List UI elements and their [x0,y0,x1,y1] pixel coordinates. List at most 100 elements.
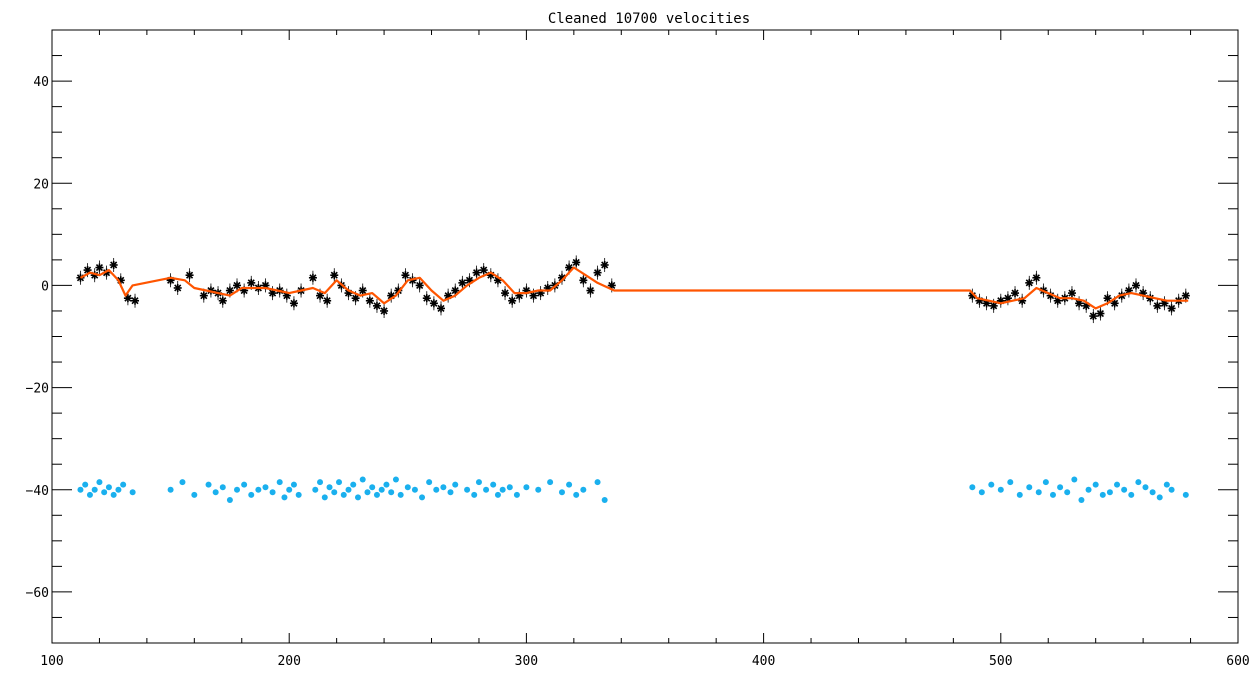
velocity-point [572,255,581,270]
velocity-point [1011,286,1020,301]
velocity-point [1032,270,1041,285]
residual-point [494,491,501,498]
velocity-point [1132,278,1141,293]
velocity-point [543,280,552,295]
velocity-point [289,296,298,311]
residual-point [426,479,433,486]
velocity-point [522,283,531,298]
residual-point [1007,479,1014,486]
velocity-point [508,293,517,308]
residual-point [392,476,399,483]
velocity-point [415,278,424,293]
x-tick-label: 200 [277,654,300,669]
residual-point [129,489,136,496]
axis-ticks [51,29,1239,644]
residual-point [594,479,601,486]
residual-point [354,494,361,501]
velocity-point [95,260,104,275]
y-tick-label: 0 [41,279,49,294]
residual-point [547,479,554,486]
residual-point [419,494,426,501]
residual-point [234,486,241,493]
residual-point [359,476,366,483]
residual-point [1163,481,1170,488]
residual-point [397,491,404,498]
residual-point [191,491,198,498]
velocity-point [579,273,588,288]
residual-point [255,486,262,493]
velocity-point [308,270,317,285]
residual-point [115,486,122,493]
residual-point [433,486,440,493]
residual-point [369,484,376,491]
smoothed-velocity-line [79,266,1189,310]
residual-point [340,491,347,498]
velocity-point [240,283,249,298]
residual-point [226,496,233,503]
residual-point [1128,491,1135,498]
y-tick-label: 40 [33,75,49,90]
residual-point [580,486,587,493]
velocity-point [1067,286,1076,301]
velocity-point [351,291,360,306]
velocity-point [365,293,374,308]
residual-point [212,489,219,496]
residual-point [969,484,976,491]
residual-point [997,486,1004,493]
velocity-point [330,268,339,283]
residual-point [77,486,84,493]
residual-point [110,491,117,498]
velocity-point [536,286,545,301]
residual-point [167,486,174,493]
velocity-point [225,283,234,298]
residual-point [440,484,447,491]
x-tick-label: 300 [515,654,538,669]
residual-point [1142,484,1149,491]
residual-point [573,491,580,498]
residual-point [120,481,127,488]
residual-point [219,484,226,491]
velocity-point [233,278,242,293]
residual-point [350,481,357,488]
residual-point [86,491,93,498]
velocity-point [600,257,609,272]
velocity-point [166,273,175,288]
velocity-point [109,257,118,272]
residual-point [1156,494,1163,501]
residual-point [286,486,293,493]
residual-point [471,491,478,498]
residual-point [1149,489,1156,496]
residual-point [558,489,565,496]
velocity-point [1096,306,1105,321]
residual-point [1106,489,1113,496]
velocity-point [261,278,270,293]
residual-point [345,486,352,493]
residual-point [1026,484,1033,491]
residual-point [978,489,985,496]
velocity-point [380,303,389,318]
velocity-point [501,286,510,301]
velocity-point [593,265,602,280]
residual-point [1092,481,1099,488]
velocity-point [529,288,538,303]
residual-point [988,481,995,488]
residual-point [179,479,186,486]
residual-point [475,479,482,486]
residual-point [383,481,390,488]
plot-frame [51,29,1239,644]
residual-point [317,479,324,486]
velocity-point [199,288,208,303]
residual-point [1016,491,1023,498]
residual-point [464,486,471,493]
residual-point [96,479,103,486]
velocity-point [323,293,332,308]
residual-point [281,494,288,501]
residual-point [364,489,371,496]
y-tick-label: −20 [26,382,49,397]
residual-point [411,486,418,493]
velocity-point [437,301,446,316]
residual-point [373,491,380,498]
residual-point [290,481,297,488]
residual-point [248,491,255,498]
